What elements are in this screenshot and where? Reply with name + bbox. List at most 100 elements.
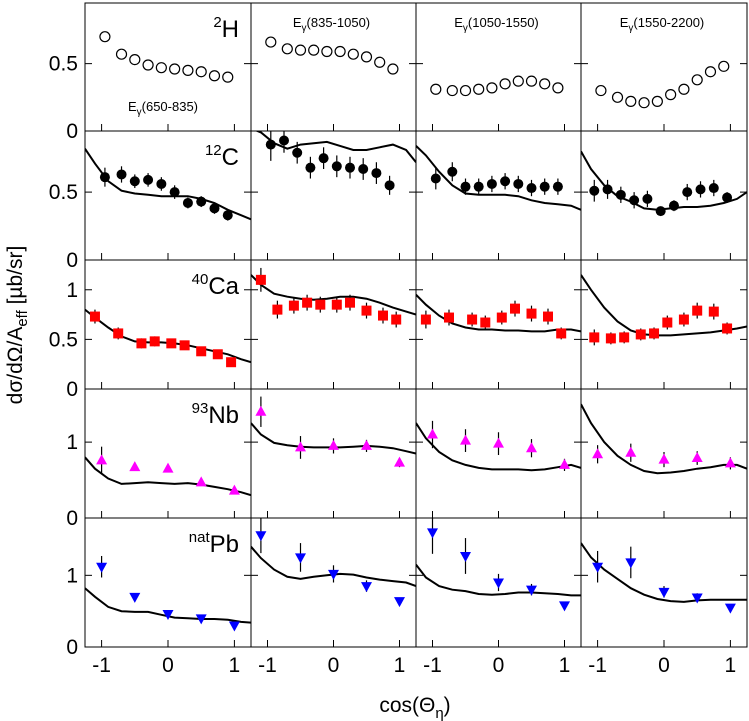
panel-r3-c1 [250, 388, 417, 519]
data-point [595, 84, 607, 97]
model-curve [85, 148, 251, 221]
data-point [334, 45, 346, 58]
nucleus-label: 93Nb [192, 400, 239, 429]
data-point [116, 169, 127, 180]
data-point [430, 173, 441, 184]
data-point [658, 587, 670, 598]
energy-label-range: (835-1050) [307, 15, 371, 30]
data-point [361, 582, 372, 593]
y-tick-label: 0 [66, 636, 78, 659]
data-point [496, 312, 507, 323]
nucleus-label: 2H [213, 14, 239, 43]
data-point [526, 183, 537, 194]
data-point [169, 187, 180, 198]
data-point [559, 601, 570, 612]
data-point [718, 60, 730, 72]
data-point [611, 91, 624, 103]
data-point [446, 84, 458, 97]
data-point [129, 592, 141, 603]
data-point [96, 562, 108, 573]
x-tick-label: 1 [229, 654, 241, 677]
data-point [196, 196, 207, 207]
energy-label-sub: γ [628, 23, 633, 34]
nucleus-element: Pb [210, 531, 239, 558]
panel-r1-c1 [250, 130, 417, 261]
data-point [391, 314, 402, 325]
model-curve [85, 308, 251, 364]
y-tick-label: 0 [66, 120, 78, 143]
data-point [459, 84, 472, 97]
nucleus-element: H [222, 16, 239, 43]
y-axis-title-unit: [µb/sr] [4, 246, 27, 311]
x-tick-label: 1 [394, 654, 406, 677]
nucleus-element: C [222, 144, 239, 171]
data-point [394, 456, 405, 467]
panel-r4-c3 [580, 517, 748, 648]
y-tick-labels: 0 0.5 0 0.5 0 0.5 1 0 1 0 1 [49, 53, 78, 659]
data-point [129, 461, 141, 472]
data-point [704, 66, 717, 78]
data-point [682, 187, 693, 198]
energy-label-sub: γ [302, 23, 307, 34]
data-point [179, 340, 190, 351]
data-point [305, 162, 316, 173]
data-point [149, 336, 160, 347]
data-point [486, 178, 497, 189]
panel-content [85, 148, 251, 221]
panel-r2-c3 [580, 259, 748, 390]
data-point [292, 147, 303, 158]
data-point [315, 299, 326, 310]
panel-r4-c1 [250, 517, 417, 648]
energy-label-main: E [293, 15, 302, 30]
data-point [255, 274, 266, 285]
data-point [331, 161, 342, 172]
data-point [592, 448, 604, 459]
data-point [460, 181, 471, 192]
data-point [361, 305, 372, 316]
x-axis-title-sub: η [435, 705, 443, 721]
data-point [691, 593, 703, 604]
panel-content [595, 60, 730, 109]
x-axis-title: cos(Θη) [379, 694, 450, 721]
data-point [625, 558, 637, 569]
data-point [427, 528, 438, 539]
data-point [295, 441, 306, 452]
data-point [374, 56, 386, 68]
data-point [638, 97, 650, 109]
data-point [371, 168, 382, 179]
panel-content [99, 31, 234, 83]
panel-r1-c2 [415, 130, 582, 261]
data-point [444, 312, 454, 323]
data-point [294, 44, 307, 56]
panel-r0-c2: Eγ(1050-1550) [415, 2, 582, 132]
data-point [288, 300, 299, 311]
data-point [589, 332, 600, 343]
data-point [321, 45, 333, 58]
data-point [222, 210, 233, 221]
data-point [655, 206, 666, 217]
panel-r1-c0: 12C [84, 130, 252, 261]
x-tick-label: -1 [92, 654, 111, 677]
data-point [228, 621, 240, 632]
data-point [510, 303, 520, 314]
data-point [420, 314, 431, 325]
data-point [89, 311, 100, 322]
data-point [328, 569, 339, 580]
model-curve [416, 563, 581, 597]
y-tick-label: 1 [66, 564, 78, 587]
data-point [724, 457, 736, 468]
nucleus-label: natPb [189, 529, 239, 558]
panel-content [85, 446, 251, 497]
model-curve [581, 542, 747, 603]
panel-r0-c3: Eγ(1550-2200) [580, 2, 748, 132]
model-curve [254, 131, 416, 163]
panel-frame [580, 517, 748, 648]
data-point [539, 181, 550, 192]
model-curve [416, 293, 581, 333]
data-point [649, 328, 660, 339]
data-point [629, 195, 640, 206]
data-point [722, 192, 733, 203]
nucleus-element: Ca [208, 273, 239, 300]
data-point [295, 553, 306, 564]
